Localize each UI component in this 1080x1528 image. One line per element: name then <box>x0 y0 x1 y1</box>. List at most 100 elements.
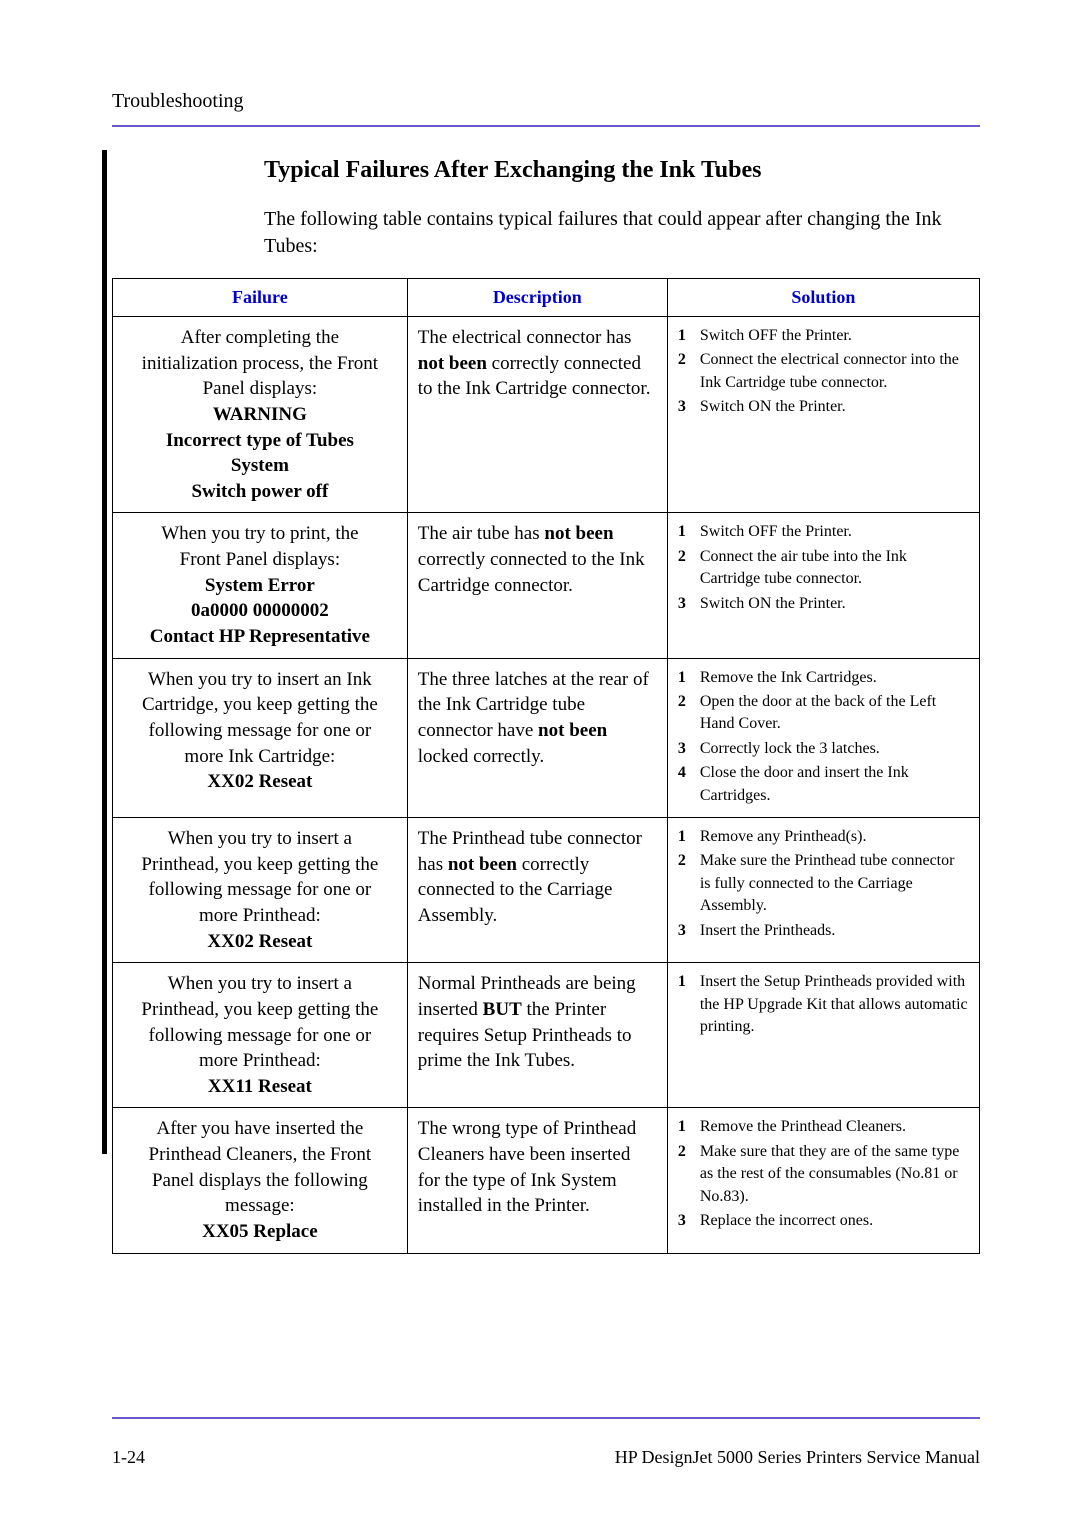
solution-step: 2Connect the air tube into the Ink Cartr… <box>678 546 969 591</box>
table-row: When you try to insert aPrinthead, you k… <box>113 963 980 1108</box>
failure-line: XX05 Replace <box>202 1221 318 1242</box>
solution-step: 2Make sure that they are of the same typ… <box>678 1141 969 1208</box>
solution-step-number: 3 <box>678 396 692 418</box>
solution-step-number: 3 <box>678 738 692 760</box>
failure-cell: When you try to insert aPrinthead, you k… <box>113 818 408 963</box>
failure-line: following message for one or <box>149 879 372 900</box>
header-section-label: Troubleshooting <box>112 90 980 113</box>
failure-line: WARNING <box>213 404 307 425</box>
failure-line: more Ink Cartridge: <box>184 746 335 767</box>
failure-line: When you try to insert an Ink <box>148 669 372 690</box>
section-title: Typical Failures After Exchanging the In… <box>264 157 980 184</box>
solution-step-number: 1 <box>678 325 692 347</box>
solution-step-number: 2 <box>678 1141 692 1208</box>
failure-line: When you try to print, the <box>161 523 358 544</box>
description-fragment: not been <box>448 854 517 875</box>
solution-cell: 1Remove the Ink Cartridges.2Open the doo… <box>667 658 979 817</box>
solution-cell: 1 Remove the Printhead Cleaners. 2Make sur… <box>667 1108 979 1253</box>
failure-line: XX02 Reseat <box>207 931 312 952</box>
failure-line: System Error <box>205 575 315 596</box>
failure-line: When you try to insert a <box>168 828 352 849</box>
failure-line: message: <box>225 1195 295 1216</box>
solution-step-text: Remove any Printhead(s). <box>700 826 867 848</box>
solution-step-text: Make sure the Printhead tube connector i… <box>700 850 969 917</box>
solution-step: 3Switch ON the Printer. <box>678 396 969 418</box>
solution-step-number: 1 <box>678 826 692 848</box>
solution-step-text: Connect the air tube into the Ink Cartri… <box>700 546 969 591</box>
solution-step-text: Switch OFF the Printer. <box>700 521 852 543</box>
table-row: When you try to insert an InkCartridge, … <box>113 658 980 817</box>
top-horizontal-rule <box>112 125 980 127</box>
solution-step-text: Switch ON the Printer. <box>700 593 846 615</box>
solution-step-number: 2 <box>678 546 692 591</box>
description-fragment: BUT <box>483 999 522 1020</box>
failure-line: Contact HP Representative <box>150 626 370 647</box>
description-cell: The air tube has not been correctly conn… <box>407 513 667 658</box>
failure-line: XX11 Reseat <box>208 1076 312 1097</box>
solution-step-number: 2 <box>678 691 692 736</box>
description-fragment: The electrical connector has <box>418 327 632 348</box>
solution-step-number: 2 <box>678 349 692 394</box>
solution-step-number: 2 <box>678 850 692 917</box>
solution-step: 1Switch OFF the Printer. <box>678 325 969 347</box>
solution-step: 1 Remove any Printhead(s). <box>678 826 969 848</box>
description-fragment: not been <box>544 523 613 544</box>
solution-step: 3Replace the incorrect ones. <box>678 1210 969 1232</box>
description-fragment: correctly connected to the Ink Cartridge… <box>418 549 645 596</box>
col-header-failure: Failure <box>113 279 408 317</box>
solution-step-number: 4 <box>678 762 692 807</box>
solution-step: 3 Switch ON the Printer. <box>678 593 969 615</box>
solution-step: 3 Insert the Printheads. <box>678 920 969 942</box>
description-cell: Normal Printheads are being inserted BUT… <box>407 963 667 1108</box>
table-row: After completing theinitialization proce… <box>113 317 980 513</box>
solution-step: 1Switch OFF the Printer. <box>678 521 969 543</box>
failure-line: following message for one or <box>149 720 372 741</box>
solution-step-text: Correctly lock the 3 latches. <box>700 738 880 760</box>
failure-cell: After you have inserted the Printhead Cle… <box>113 1108 408 1253</box>
solution-cell: 1Insert the Setup Printheads provided wi… <box>667 963 979 1108</box>
description-fragment: The wrong type of Printhead Cleaners hav… <box>418 1118 636 1216</box>
solution-step-text: Insert the Setup Printheads provided wit… <box>700 971 969 1038</box>
failure-line: After you have inserted the <box>156 1118 363 1139</box>
solution-cell: 1Remove any Printhead(s).2Make sure the … <box>667 818 979 963</box>
description-cell: The electrical connector has not been co… <box>407 317 667 513</box>
solution-step-number: 3 <box>678 593 692 615</box>
description-cell: The wrong type of Printhead Cleaners hav… <box>407 1108 667 1253</box>
solution-cell: 1Switch OFF the Printer. 2Connect the air… <box>667 513 979 658</box>
footer-horizontal-rule <box>112 1417 980 1419</box>
solution-step-text: Remove the Printhead Cleaners. <box>700 1116 906 1138</box>
solution-step: 1 Remove the Ink Cartridges. <box>678 667 969 689</box>
failure-line: System <box>231 455 289 476</box>
failure-line: Front Panel displays: <box>180 549 340 570</box>
failure-line: 0a0000 00000002 <box>191 600 329 621</box>
solution-step-number: 3 <box>678 1210 692 1232</box>
failure-cell: After completing theinitialization proce… <box>113 317 408 513</box>
solution-step-number: 3 <box>678 920 692 942</box>
description-fragment: not been <box>538 720 607 741</box>
failure-line: Printhead Cleaners, the Front <box>149 1144 372 1165</box>
table-row: When you try to insert aPrinthead, you k… <box>113 818 980 963</box>
failure-line: After completing the <box>181 327 339 348</box>
failure-line: XX02 Reseat <box>207 771 312 792</box>
page-number: 1-24 <box>112 1447 145 1468</box>
solution-step: 1Insert the Setup Printheads provided wi… <box>678 971 969 1038</box>
failure-line: Incorrect type of Tubes <box>166 430 354 451</box>
solution-step-number: 1 <box>678 667 692 689</box>
failure-cell: When you try to print, the Front Panel di… <box>113 513 408 658</box>
solution-step-text: Remove the Ink Cartridges. <box>700 667 877 689</box>
footer-manual-title: HP DesignJet 5000 Series Printers Servic… <box>615 1447 980 1468</box>
solution-step-text: Insert the Printheads. <box>700 920 836 942</box>
description-cell: The three latches at the rear of the Ink… <box>407 658 667 817</box>
col-header-description: Description <box>407 279 667 317</box>
solution-step-number: 1 <box>678 1116 692 1138</box>
description-fragment: not been <box>418 353 487 374</box>
solution-step-text: Connect the electrical connector into th… <box>700 349 969 394</box>
solution-step: 3 Correctly lock the 3 latches. <box>678 738 969 760</box>
solution-step: 2Connect the electrical connector into t… <box>678 349 969 394</box>
solution-step-text: Close the door and insert the Ink Cartri… <box>700 762 969 807</box>
description-cell: The Printhead tube connector has not bee… <box>407 818 667 963</box>
solution-step: 2Make sure the Printhead tube connector … <box>678 850 969 917</box>
solution-step-text: Make sure that they are of the same type… <box>700 1141 969 1208</box>
intro-paragraph: The following table contains typical fai… <box>264 206 980 260</box>
description-fragment: The three latches at the rear of the Ink… <box>418 669 649 741</box>
